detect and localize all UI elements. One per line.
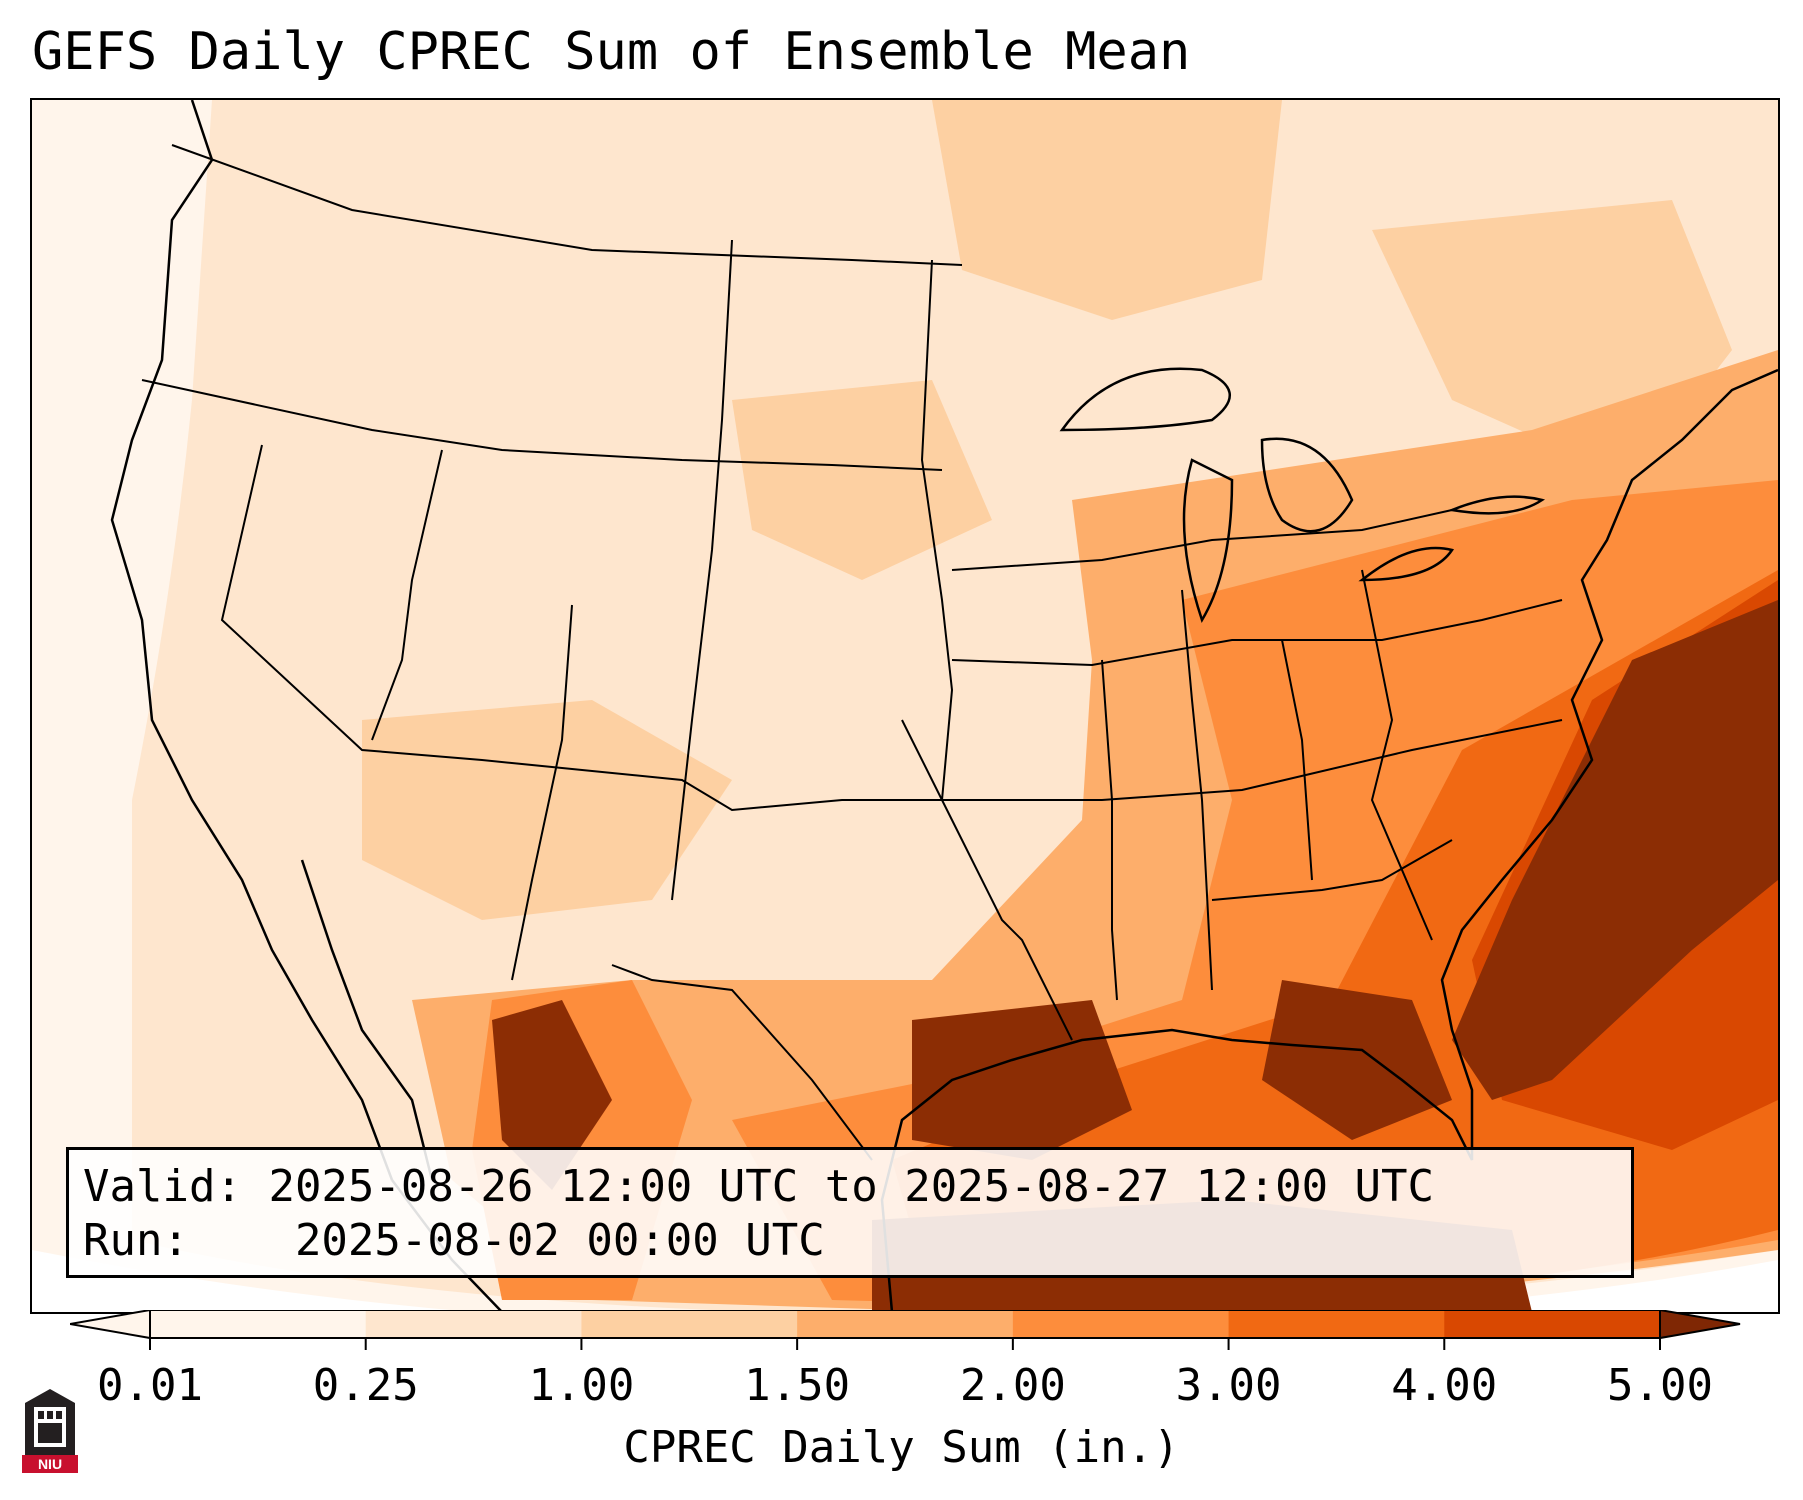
colorbar-segments xyxy=(150,1310,1661,1338)
colorbar-label: CPREC Daily Sum (in.) xyxy=(623,1422,1180,1473)
logo-text: NIU xyxy=(38,1456,62,1472)
colorbar-tick-label: 1.00 xyxy=(528,1360,635,1411)
colorbar-segment xyxy=(581,1310,798,1338)
valid-value: 2025-08-26 12:00 UTC to 2025-08-27 12:00… xyxy=(268,1161,1435,1212)
validity-info-box: Valid: 2025-08-26 12:00 UTC to 2025-08-2… xyxy=(66,1147,1634,1278)
colorbar-segment xyxy=(365,1310,582,1338)
colorbar-tick-label: 0.25 xyxy=(312,1360,419,1411)
colorbar-tick-label: 5.00 xyxy=(1607,1360,1713,1411)
colorbar xyxy=(70,1310,1741,1350)
colorbar-segment xyxy=(1228,1310,1445,1338)
niu-logo: NIU xyxy=(22,1389,78,1473)
colorbar-extend-min xyxy=(70,1310,151,1340)
colorbar-segment xyxy=(797,1310,1014,1338)
colorbar-extend-max xyxy=(1659,1310,1741,1340)
precipitation-map xyxy=(30,98,1780,1314)
colorbar-segment xyxy=(150,1310,367,1338)
run-label: Run: xyxy=(83,1215,189,1266)
colorbar-ticks xyxy=(149,1338,1661,1350)
run-value: 2025-08-02 00:00 UTC xyxy=(294,1215,825,1266)
colorbar-segment xyxy=(1444,1310,1661,1338)
colorbar-tick-label: 2.00 xyxy=(959,1360,1066,1411)
colorbar-tick-label: 0.01 xyxy=(97,1360,203,1411)
valid-label: Valid: xyxy=(83,1161,242,1212)
colorbar-tick-label: 4.00 xyxy=(1391,1360,1498,1411)
colorbar-segment xyxy=(1012,1310,1230,1338)
colorbar-tick-label: 3.00 xyxy=(1175,1360,1282,1411)
map-title: GEFS Daily CPREC Sum of Ensemble Mean xyxy=(32,22,1191,82)
colorbar-tick-label: 1.50 xyxy=(744,1360,851,1411)
map-canvas xyxy=(32,100,1778,1312)
